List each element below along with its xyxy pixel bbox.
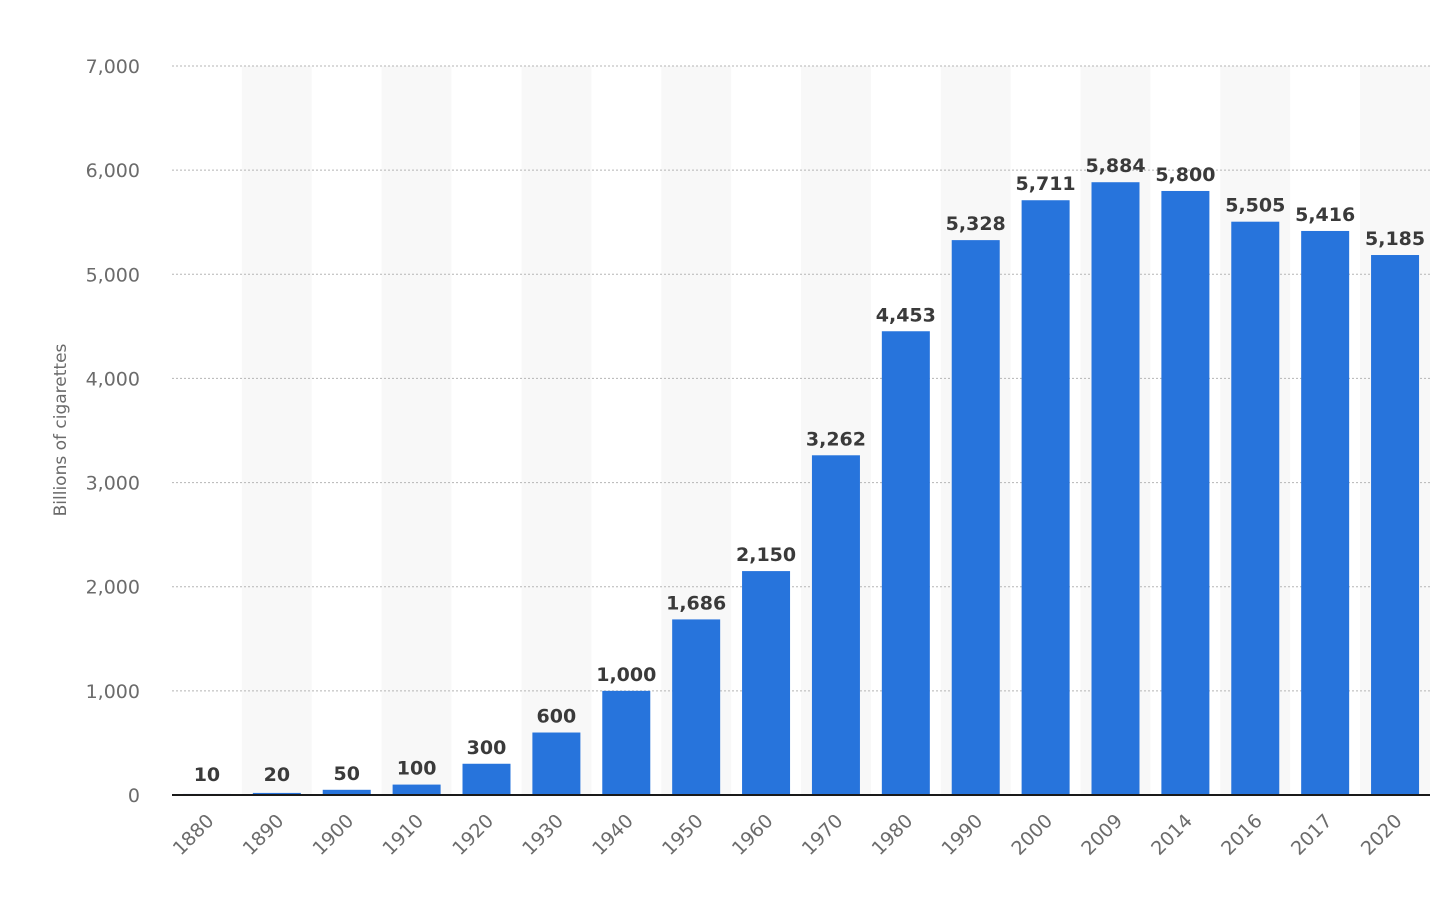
data-label: 5,185	[1365, 228, 1425, 250]
data-label: 2,150	[736, 544, 796, 566]
y-axis-ticks: 0 1,000 2,000 3,000 4,000 5,000 6,000 7,000	[86, 56, 140, 807]
data-label: 4,453	[876, 304, 936, 326]
y-tick-label: 2,000	[86, 577, 140, 599]
y-axis-label: Billions of cigarettes	[51, 343, 71, 516]
x-tick-label: 2009	[1077, 810, 1127, 860]
x-tick-label: 1980	[868, 810, 918, 860]
y-tick-label: 5,000	[86, 264, 140, 286]
bar	[951, 240, 1000, 796]
x-axis-ticks: 1880 1890 1900 1910 1920 1930 1940 1950 1960 1970…	[169, 810, 1407, 860]
data-label: 300	[467, 737, 507, 759]
y-tick-label: 4,000	[86, 368, 140, 390]
bars	[182, 182, 1420, 796]
x-tick-label: 2020	[1357, 810, 1407, 860]
bar	[1021, 200, 1070, 796]
data-label: 100	[397, 758, 437, 780]
x-tick-label: 1880	[169, 810, 219, 860]
x-tick-label: 1970	[798, 810, 848, 860]
y-tick-label: 0	[128, 785, 140, 807]
x-tick-label: 2000	[1007, 810, 1057, 860]
bar	[1231, 221, 1280, 795]
bar	[532, 732, 581, 795]
bar	[672, 619, 721, 795]
data-label: 1,686	[666, 592, 726, 614]
bar	[1091, 182, 1140, 795]
background-band	[241, 66, 312, 795]
bar	[252, 792, 301, 795]
x-tick-label: 2014	[1147, 810, 1197, 860]
data-label: 1,000	[596, 664, 656, 686]
x-tick-label: 2017	[1287, 810, 1337, 860]
bar	[322, 789, 371, 795]
bar	[1161, 190, 1210, 795]
bar	[602, 690, 651, 795]
x-tick-label: 1920	[448, 810, 498, 860]
y-tick-label: 3,000	[86, 473, 140, 495]
data-label: 5,328	[946, 213, 1006, 235]
data-label: 5,800	[1155, 164, 1215, 186]
bar	[811, 455, 860, 795]
data-label: 5,505	[1225, 195, 1285, 217]
bar	[742, 571, 791, 795]
data-label: 3,262	[806, 428, 866, 450]
background-band	[381, 66, 452, 795]
data-label: 5,711	[1016, 173, 1076, 195]
data-label: 50	[333, 763, 359, 785]
bar	[1371, 255, 1420, 795]
x-tick-label: 1910	[378, 810, 428, 860]
gridlines	[172, 65, 1430, 692]
x-tick-label: 1930	[518, 810, 568, 860]
data-label: 5,884	[1085, 155, 1145, 177]
y-tick-label: 1,000	[86, 681, 140, 703]
data-label: 600	[537, 706, 577, 728]
x-tick-label: 1950	[658, 810, 708, 860]
x-tick-label: 1960	[728, 810, 778, 860]
x-tick-label: 1900	[309, 810, 359, 860]
data-label: 10	[194, 764, 220, 786]
x-tick-label: 1940	[588, 810, 638, 860]
x-tick-label: 1890	[239, 810, 289, 860]
x-tick-label: 1990	[938, 810, 988, 860]
y-tick-label: 7,000	[86, 56, 140, 78]
bar	[392, 784, 441, 795]
bar	[1301, 230, 1350, 795]
x-tick-label: 2016	[1217, 810, 1267, 860]
data-labels: 10 20 50 100 300 600 1,000 1,686 2,150 3,262 4,453…	[194, 155, 1425, 786]
background-band	[521, 66, 592, 795]
data-label: 20	[264, 764, 290, 786]
data-label: 5,416	[1295, 204, 1355, 226]
y-tick-label: 6,000	[86, 160, 140, 182]
bar	[881, 331, 930, 795]
bar	[462, 763, 511, 795]
